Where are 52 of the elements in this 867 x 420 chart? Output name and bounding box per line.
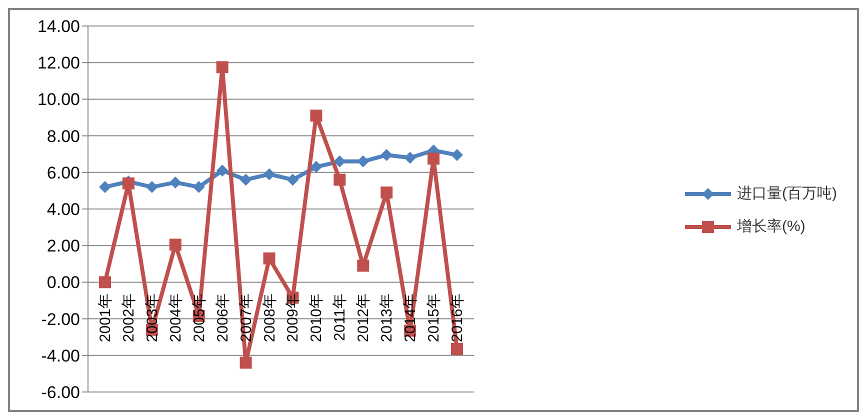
point	[404, 152, 416, 164]
point	[380, 186, 393, 199]
x-tick-label: 2003年	[144, 294, 161, 342]
x-tick-label: 2013年	[378, 294, 396, 342]
point	[169, 176, 182, 188]
y-tick-label: 4.00	[46, 200, 80, 220]
point	[286, 174, 299, 186]
x-tick-label: 2002年	[120, 294, 138, 342]
point	[310, 110, 322, 122]
y-tick-label: 10.00	[37, 90, 80, 110]
point	[99, 276, 111, 288]
point	[216, 61, 228, 74]
point	[357, 260, 370, 272]
y-tick-label: 6.00	[46, 163, 80, 182]
x-tick-label: 2007年	[238, 294, 255, 342]
point	[169, 238, 182, 251]
point	[146, 181, 158, 194]
point	[357, 155, 370, 168]
point	[263, 252, 276, 264]
x-tick-label: 2015年	[426, 294, 443, 342]
x-tick-label: 2005年	[190, 294, 208, 342]
x-tick-label: 2014年	[402, 294, 420, 342]
legend-label: 增长率(%)	[737, 217, 806, 236]
x-tick-label: 2004年	[167, 294, 184, 342]
x-tick-label: 2006年	[214, 294, 232, 342]
point	[451, 342, 463, 355]
point	[192, 181, 205, 194]
y-tick-label: 0.00	[46, 273, 80, 292]
y-tick-label: 2.00	[46, 236, 80, 256]
y-tick-label: 8.00	[46, 126, 80, 146]
point	[240, 356, 252, 369]
x-tick-label: 2009年	[284, 294, 302, 342]
y-tick-label: 14.00	[37, 17, 80, 36]
x-tick-label: 2008年	[261, 294, 278, 342]
point	[216, 164, 228, 177]
y-tick-label: -2.00	[41, 310, 80, 329]
x-tick-label: 2010年	[308, 294, 326, 342]
x-tick-label: 2001年	[97, 294, 114, 342]
y-tick-label: 12.00	[37, 54, 80, 73]
point	[334, 174, 346, 186]
y-tick-label: -6.00	[41, 383, 80, 402]
x-tick-label: 2011年	[332, 294, 349, 341]
point	[451, 149, 463, 162]
x-tick-label: 2012年	[355, 294, 372, 342]
point	[310, 160, 322, 173]
legend-label: 进口量(百万吨)	[737, 184, 837, 203]
x-tick-label: 2016年	[449, 294, 466, 342]
point	[99, 181, 111, 194]
y-tick-label: -4.00	[41, 346, 80, 366]
point	[428, 152, 440, 165]
point	[263, 168, 276, 180]
point	[240, 174, 252, 186]
